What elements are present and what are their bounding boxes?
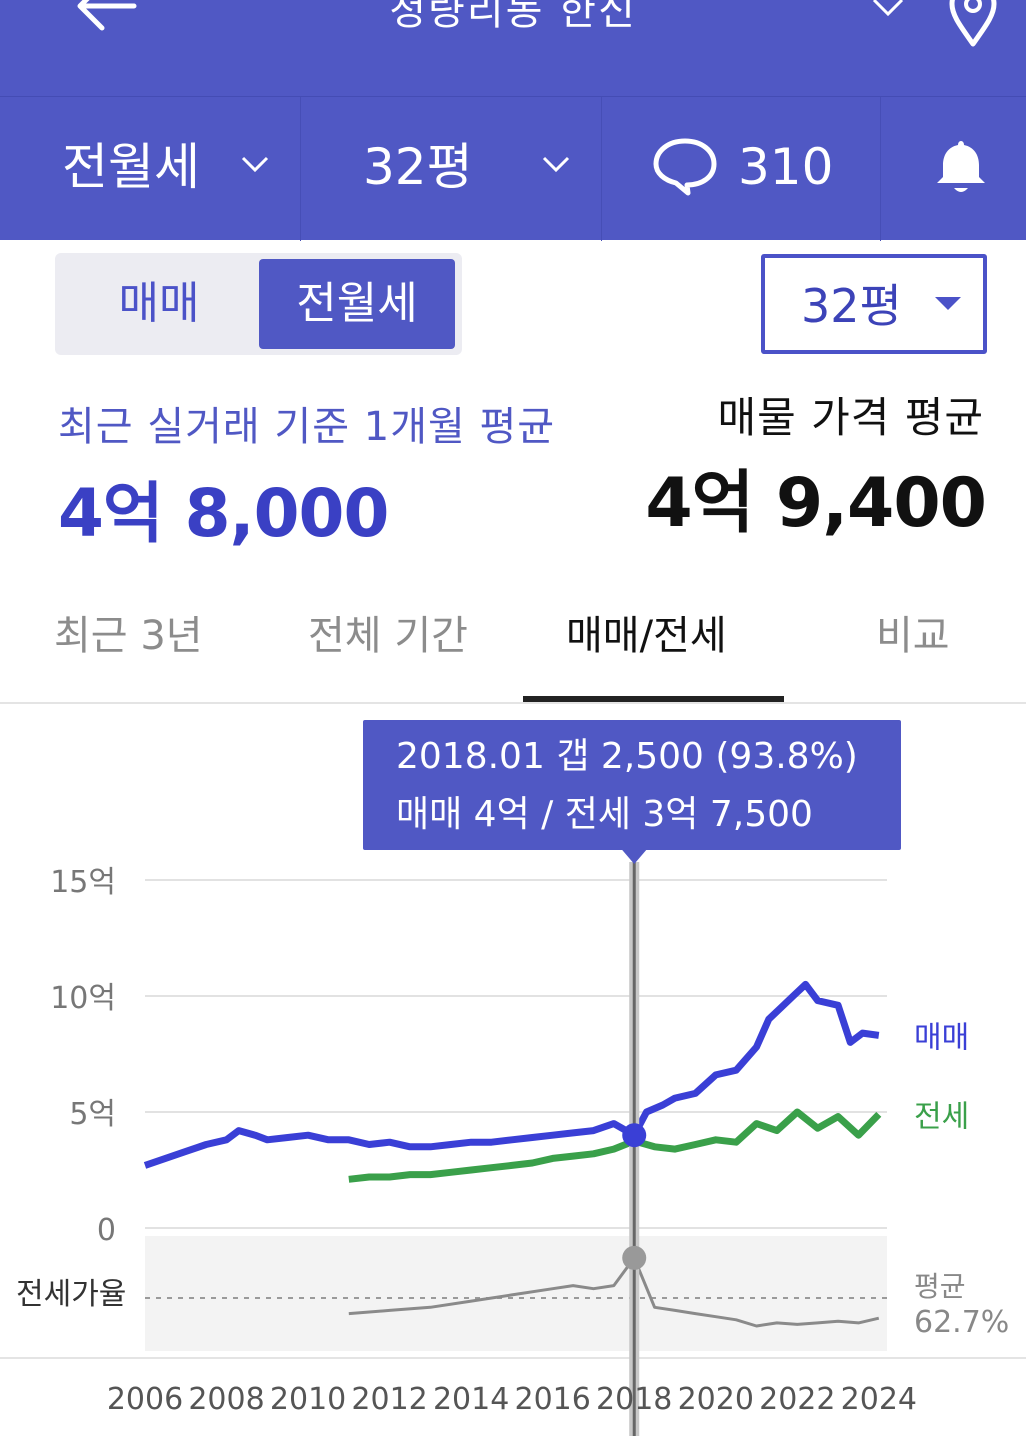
filter-bar: 전월세 32평 310: [0, 96, 1026, 241]
top-bar: 청량리동 한신: [0, 0, 1026, 96]
tab-all-period[interactable]: 전체 기간: [308, 613, 468, 659]
ratio-series-line: [348, 1256, 880, 1328]
size-select[interactable]: 32평: [761, 254, 987, 354]
x-tick-label: 2016: [515, 1382, 591, 1417]
y-tick-label: 10억: [50, 981, 116, 1016]
recent-average-value: 4억 8,000: [58, 475, 389, 552]
sale-series-line: [143, 980, 880, 1169]
tab-recent-3-years[interactable]: 최근 3년: [54, 613, 203, 659]
arrow-left-icon[interactable]: [72, 0, 142, 50]
caret-down-icon: [935, 297, 961, 310]
x-tick-label: 2006: [107, 1382, 183, 1417]
chevron-down-icon[interactable]: [868, 0, 908, 24]
size-select-value: 32평: [801, 279, 902, 333]
recent-average-label: 최근 실거래 기준 1개월 평균: [58, 404, 556, 450]
deal-type-segmented-control: 매매 전월세: [55, 253, 462, 355]
tooltip-line2: 매매 4억 / 전세 3억 7,500: [396, 794, 813, 835]
ratio-average-value: 62.7%: [914, 1305, 1009, 1340]
divider: [300, 97, 301, 241]
segment-sale[interactable]: 매매: [118, 278, 200, 329]
notification-button[interactable]: [881, 97, 1026, 241]
x-tick-label: 2022: [759, 1382, 835, 1417]
map-pin-icon[interactable]: [944, 0, 1002, 48]
bell-icon: [937, 141, 985, 192]
y-tick-label: 15억: [50, 865, 116, 900]
listing-average-label: 매물 가격 평균: [717, 393, 984, 442]
tooltip-line1: 2018.01 갭 2,500 (93.8%): [396, 736, 858, 777]
legend-jeonse: 전세: [914, 1099, 969, 1134]
segment-jeonse[interactable]: 전월세: [259, 259, 455, 349]
tooltip-box: [363, 720, 901, 850]
deal-type-label: 전월세: [62, 138, 200, 196]
tooltip-pointer: [622, 850, 647, 864]
x-tick-label: 2012: [351, 1382, 427, 1417]
x-tick-label: 2020: [678, 1382, 754, 1417]
comments-button[interactable]: 310: [602, 97, 880, 241]
legend-sale: 매매: [914, 1020, 969, 1055]
size-label: 32평: [363, 138, 473, 196]
size-filter[interactable]: 32평: [301, 97, 601, 241]
page-title: 청량리동 한신: [389, 0, 637, 34]
y-tick-label: 5억: [69, 1097, 116, 1132]
listing-average-value: 4억 9,400: [645, 464, 987, 543]
chevron-down-icon: [542, 156, 570, 173]
y-tick-label: 0: [97, 1213, 116, 1248]
tab-compare[interactable]: 비교: [876, 613, 950, 659]
speech-bubble-icon: [653, 138, 717, 196]
divider: [601, 97, 602, 241]
period-tabs: 최근 3년 전체 기간 매매/전세 비교: [0, 584, 1026, 704]
comments-count: 310: [738, 138, 834, 196]
x-tick-label: 2008: [188, 1382, 264, 1417]
x-tick-label: 2010: [270, 1382, 346, 1417]
divider: [880, 97, 881, 241]
active-tab-indicator: [523, 696, 784, 702]
ratio-average-label: 평균: [914, 1270, 966, 1303]
chevron-down-icon: [241, 156, 269, 173]
highlight-sale-point: [622, 1123, 647, 1148]
deal-type-filter[interactable]: 전월세: [0, 97, 300, 241]
x-tick-label: 2014: [433, 1382, 509, 1417]
x-tick-label: 2018: [596, 1382, 672, 1417]
ratio-label: 전세가율: [16, 1277, 126, 1312]
tab-sale-jeonse[interactable]: 매매/전세: [566, 613, 727, 659]
x-tick-label: 2024: [841, 1382, 917, 1417]
jeonse-series-line: [348, 1108, 882, 1183]
highlight-ratio-point: [622, 1245, 647, 1270]
